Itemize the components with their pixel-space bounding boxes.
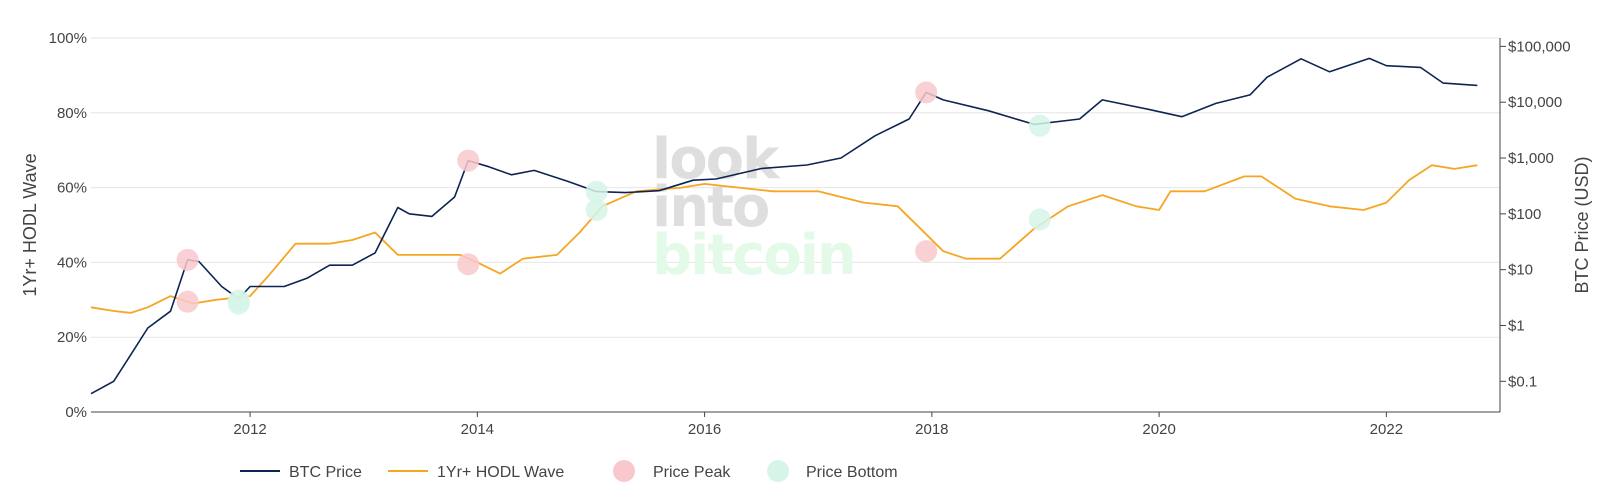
- legend-label-hodl-wave: 1Yr+ HODL Wave: [437, 464, 564, 481]
- x-tick-label: 2016: [688, 421, 721, 438]
- y-left-tick-label: 80%: [57, 105, 87, 122]
- x-tick-label: 2012: [233, 421, 266, 438]
- x-tick-label: 2022: [1370, 421, 1403, 438]
- y-left-tick-label: 0%: [65, 404, 87, 421]
- price-bottom-marker[interactable]: [585, 180, 608, 203]
- legend-label-price-peak: Price Peak: [653, 464, 731, 481]
- price-peak-marker[interactable]: [176, 290, 199, 313]
- legend-item-price-peak[interactable]: Price Peak: [613, 460, 731, 482]
- left-axis-ticks: 0% 20% 40% 60% 80% 100%: [49, 30, 87, 421]
- y-right-tick-label: $10: [1508, 262, 1533, 279]
- legend-label-price-bottom: Price Bottom: [806, 464, 898, 481]
- y-left-axis-title: 1Yr+ HODL Wave: [20, 153, 40, 296]
- y-right-tick-label: $1,000: [1508, 150, 1554, 167]
- y-right-tick-label: $100,000: [1508, 38, 1571, 55]
- x-tick-label: 2014: [461, 421, 494, 438]
- y-right-tick-label: $1: [1508, 317, 1525, 334]
- price-peak-marker[interactable]: [457, 253, 480, 276]
- legend-item-price-bottom[interactable]: Price Bottom: [767, 460, 898, 482]
- price-bottom-marker[interactable]: [585, 199, 608, 222]
- legend-swatch-price-peak: [613, 460, 635, 482]
- price-bottom-marker[interactable]: [1028, 114, 1051, 137]
- y-left-tick-label: 100%: [49, 30, 87, 47]
- price-peak-marker[interactable]: [176, 248, 199, 271]
- legend-swatch-price-bottom: [767, 460, 789, 482]
- price-bottom-marker[interactable]: [227, 292, 250, 315]
- x-axis-ticks: 2012 2014 2016 2018 2020 2022: [233, 412, 1403, 438]
- watermark-look: look: [652, 127, 781, 192]
- y-right-tick-label: $100: [1508, 206, 1541, 223]
- price-bottom-marker[interactable]: [1028, 208, 1051, 231]
- y-left-tick-label: 40%: [57, 254, 87, 271]
- legend-label-btc-price: BTC Price: [289, 464, 362, 481]
- series-line-1yr-hodl-wave: [90, 164, 1478, 314]
- y-left-tick-label: 60%: [57, 180, 87, 197]
- chart-legend: BTC Price 1Yr+ HODL Wave Price Peak Pric…: [240, 460, 898, 482]
- y-right-tick-label: $10,000: [1508, 94, 1562, 111]
- x-tick-label: 2018: [915, 421, 948, 438]
- y-left-tick-label: 20%: [57, 329, 87, 346]
- grid-lines: [91, 37, 1500, 338]
- y-right-tick-label: $0.1: [1508, 373, 1537, 390]
- watermark-into: into: [652, 175, 769, 240]
- y-right-axis-title: BTC Price (USD): [1572, 156, 1592, 293]
- legend-item-hodl-wave[interactable]: 1Yr+ HODL Wave: [388, 464, 564, 481]
- x-tick-label: 2020: [1142, 421, 1175, 438]
- legend-item-btc-price[interactable]: BTC Price: [240, 464, 362, 481]
- price-peak-marker[interactable]: [915, 240, 938, 263]
- price-peak-marker[interactable]: [915, 81, 938, 104]
- watermark-bitcoin: bitcoin: [652, 223, 855, 288]
- price-peak-marker[interactable]: [457, 149, 480, 172]
- right-axis-ticks: $0.1 $1 $10 $100 $1,000 $10,000 $100,000: [1500, 38, 1571, 390]
- lookintobitcoin-watermark: look into bitcoin: [652, 127, 857, 288]
- event-markers: [176, 81, 1051, 315]
